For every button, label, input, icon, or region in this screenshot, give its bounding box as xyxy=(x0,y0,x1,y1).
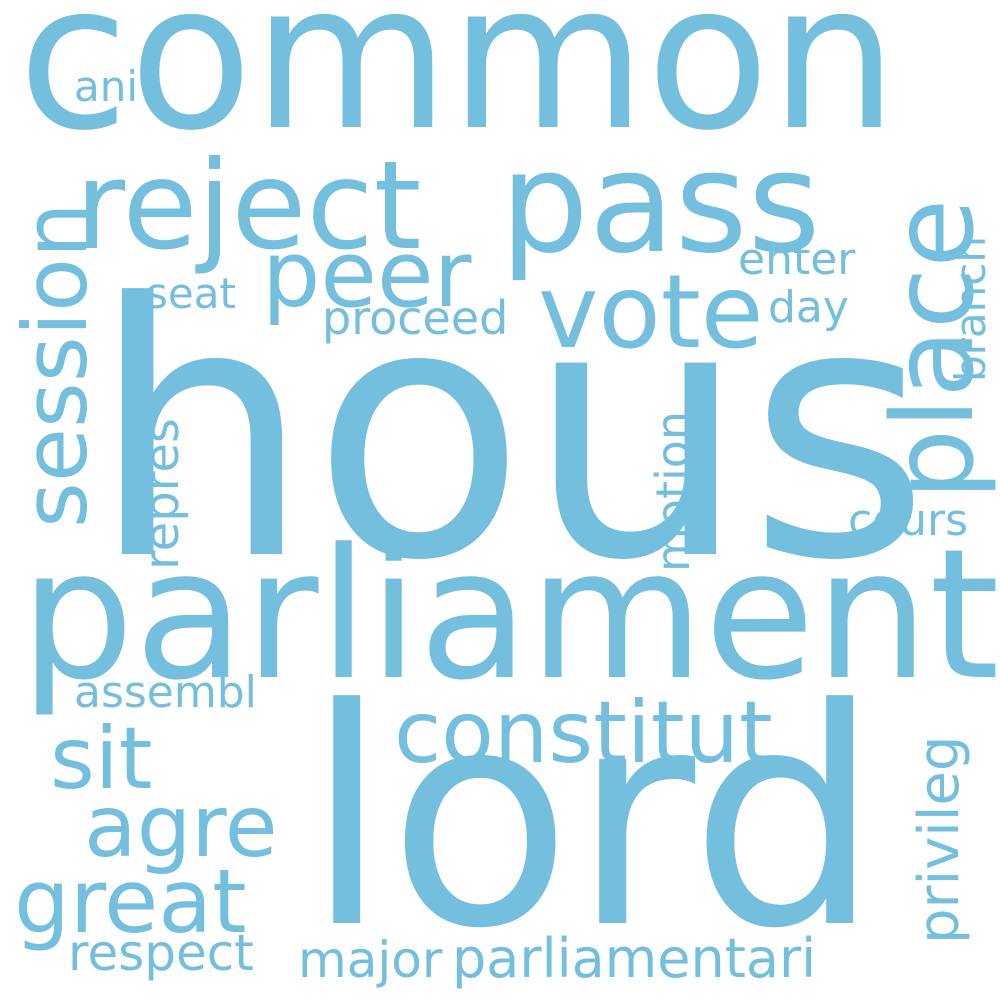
word-respect: respect xyxy=(68,924,254,982)
word-constitut: constitut xyxy=(394,683,773,783)
word-hous: hous xyxy=(90,229,931,637)
word-peer: peer xyxy=(262,221,472,328)
word-enter: enter xyxy=(738,234,856,285)
word-seat: seat xyxy=(146,269,236,318)
word-great: great xyxy=(14,850,247,953)
word-repres: repres xyxy=(134,418,190,570)
word-motion: motion xyxy=(646,410,700,572)
word-parliamentari: parliamentari xyxy=(452,927,817,990)
word-sit: sit xyxy=(50,709,153,809)
word-assembl: assembl xyxy=(74,667,257,718)
word-ani: ani xyxy=(74,62,139,111)
word-session: session xyxy=(4,202,107,528)
word-day: day xyxy=(768,282,849,333)
word-agre: agre xyxy=(84,777,278,877)
word-lord: lord xyxy=(305,645,881,994)
word-proceed: proceed xyxy=(322,291,509,345)
word-parliament: parliament xyxy=(20,511,1000,720)
word-cours: cours xyxy=(848,495,969,546)
word-reject: reject xyxy=(75,135,422,277)
word-common: common xyxy=(18,0,898,175)
word-pass: pass xyxy=(500,122,821,285)
word-vote: vote xyxy=(538,253,764,372)
word-branch: branch xyxy=(946,236,995,382)
word-major: major xyxy=(298,931,443,989)
word-privileg: privileg xyxy=(907,735,972,944)
